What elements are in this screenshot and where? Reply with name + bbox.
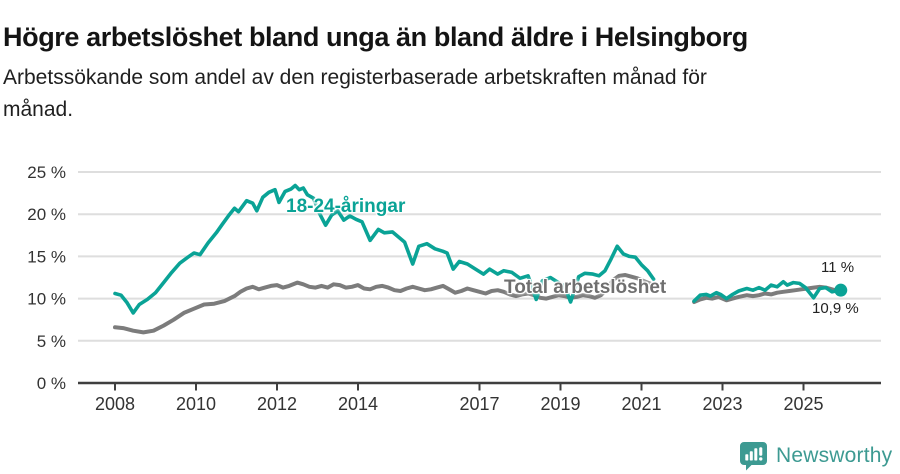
newsworthy-branding: Newsworthy: [739, 441, 892, 471]
svg-text:25 %: 25 %: [27, 163, 66, 182]
page-title: Högre arbetslöshet bland unga än bland ä…: [3, 22, 748, 53]
newsworthy-logo-icon: [740, 442, 767, 471]
series-total: [113, 273, 840, 335]
y-axis-labels: 0 % 5 % 10 % 15 % 20 % 25 %: [27, 163, 66, 393]
svg-text:0 %: 0 %: [37, 374, 66, 393]
newsworthy-brand-text: Newsworthy: [776, 444, 893, 467]
svg-text:2021: 2021: [621, 394, 661, 414]
series-end-dot: [834, 283, 848, 297]
svg-text:20 %: 20 %: [27, 205, 66, 224]
chart-subtitle-line2: månad.: [3, 98, 74, 121]
x-axis: 2008 2010 2012 2014 2017 2019 2021 2023 2025: [78, 381, 881, 414]
gridlines: [78, 171, 881, 342]
end-value-young: 11 %: [821, 259, 855, 276]
svg-text:2023: 2023: [702, 394, 742, 414]
svg-text:10 %: 10 %: [27, 290, 66, 309]
series-label-young: 18-24-åringar: [286, 196, 406, 217]
svg-text:2008: 2008: [95, 394, 135, 414]
svg-text:2017: 2017: [459, 394, 499, 414]
series-label-total: Total arbetslöshet: [504, 277, 667, 298]
unemployment-line-chart: 0 %5 %10 %15 %20 %25 %2008 2010 2012 2014 20…: [27, 163, 881, 414]
end-value-total: 10,9 %: [812, 300, 859, 317]
svg-text:2012: 2012: [257, 394, 297, 414]
chart-subtitle: Arbetssökande som andel av den registerb…: [3, 62, 863, 126]
chart-subtitle-line1: Arbetssökande som andel av den registerb…: [3, 66, 707, 89]
svg-text:2025: 2025: [783, 394, 823, 414]
series-young: [113, 183, 843, 315]
svg-text:15 %: 15 %: [27, 247, 66, 266]
svg-text:2019: 2019: [540, 394, 580, 414]
svg-text:2010: 2010: [176, 394, 216, 414]
svg-text:2014: 2014: [338, 394, 378, 414]
svg-text:5 %: 5 %: [37, 332, 66, 351]
